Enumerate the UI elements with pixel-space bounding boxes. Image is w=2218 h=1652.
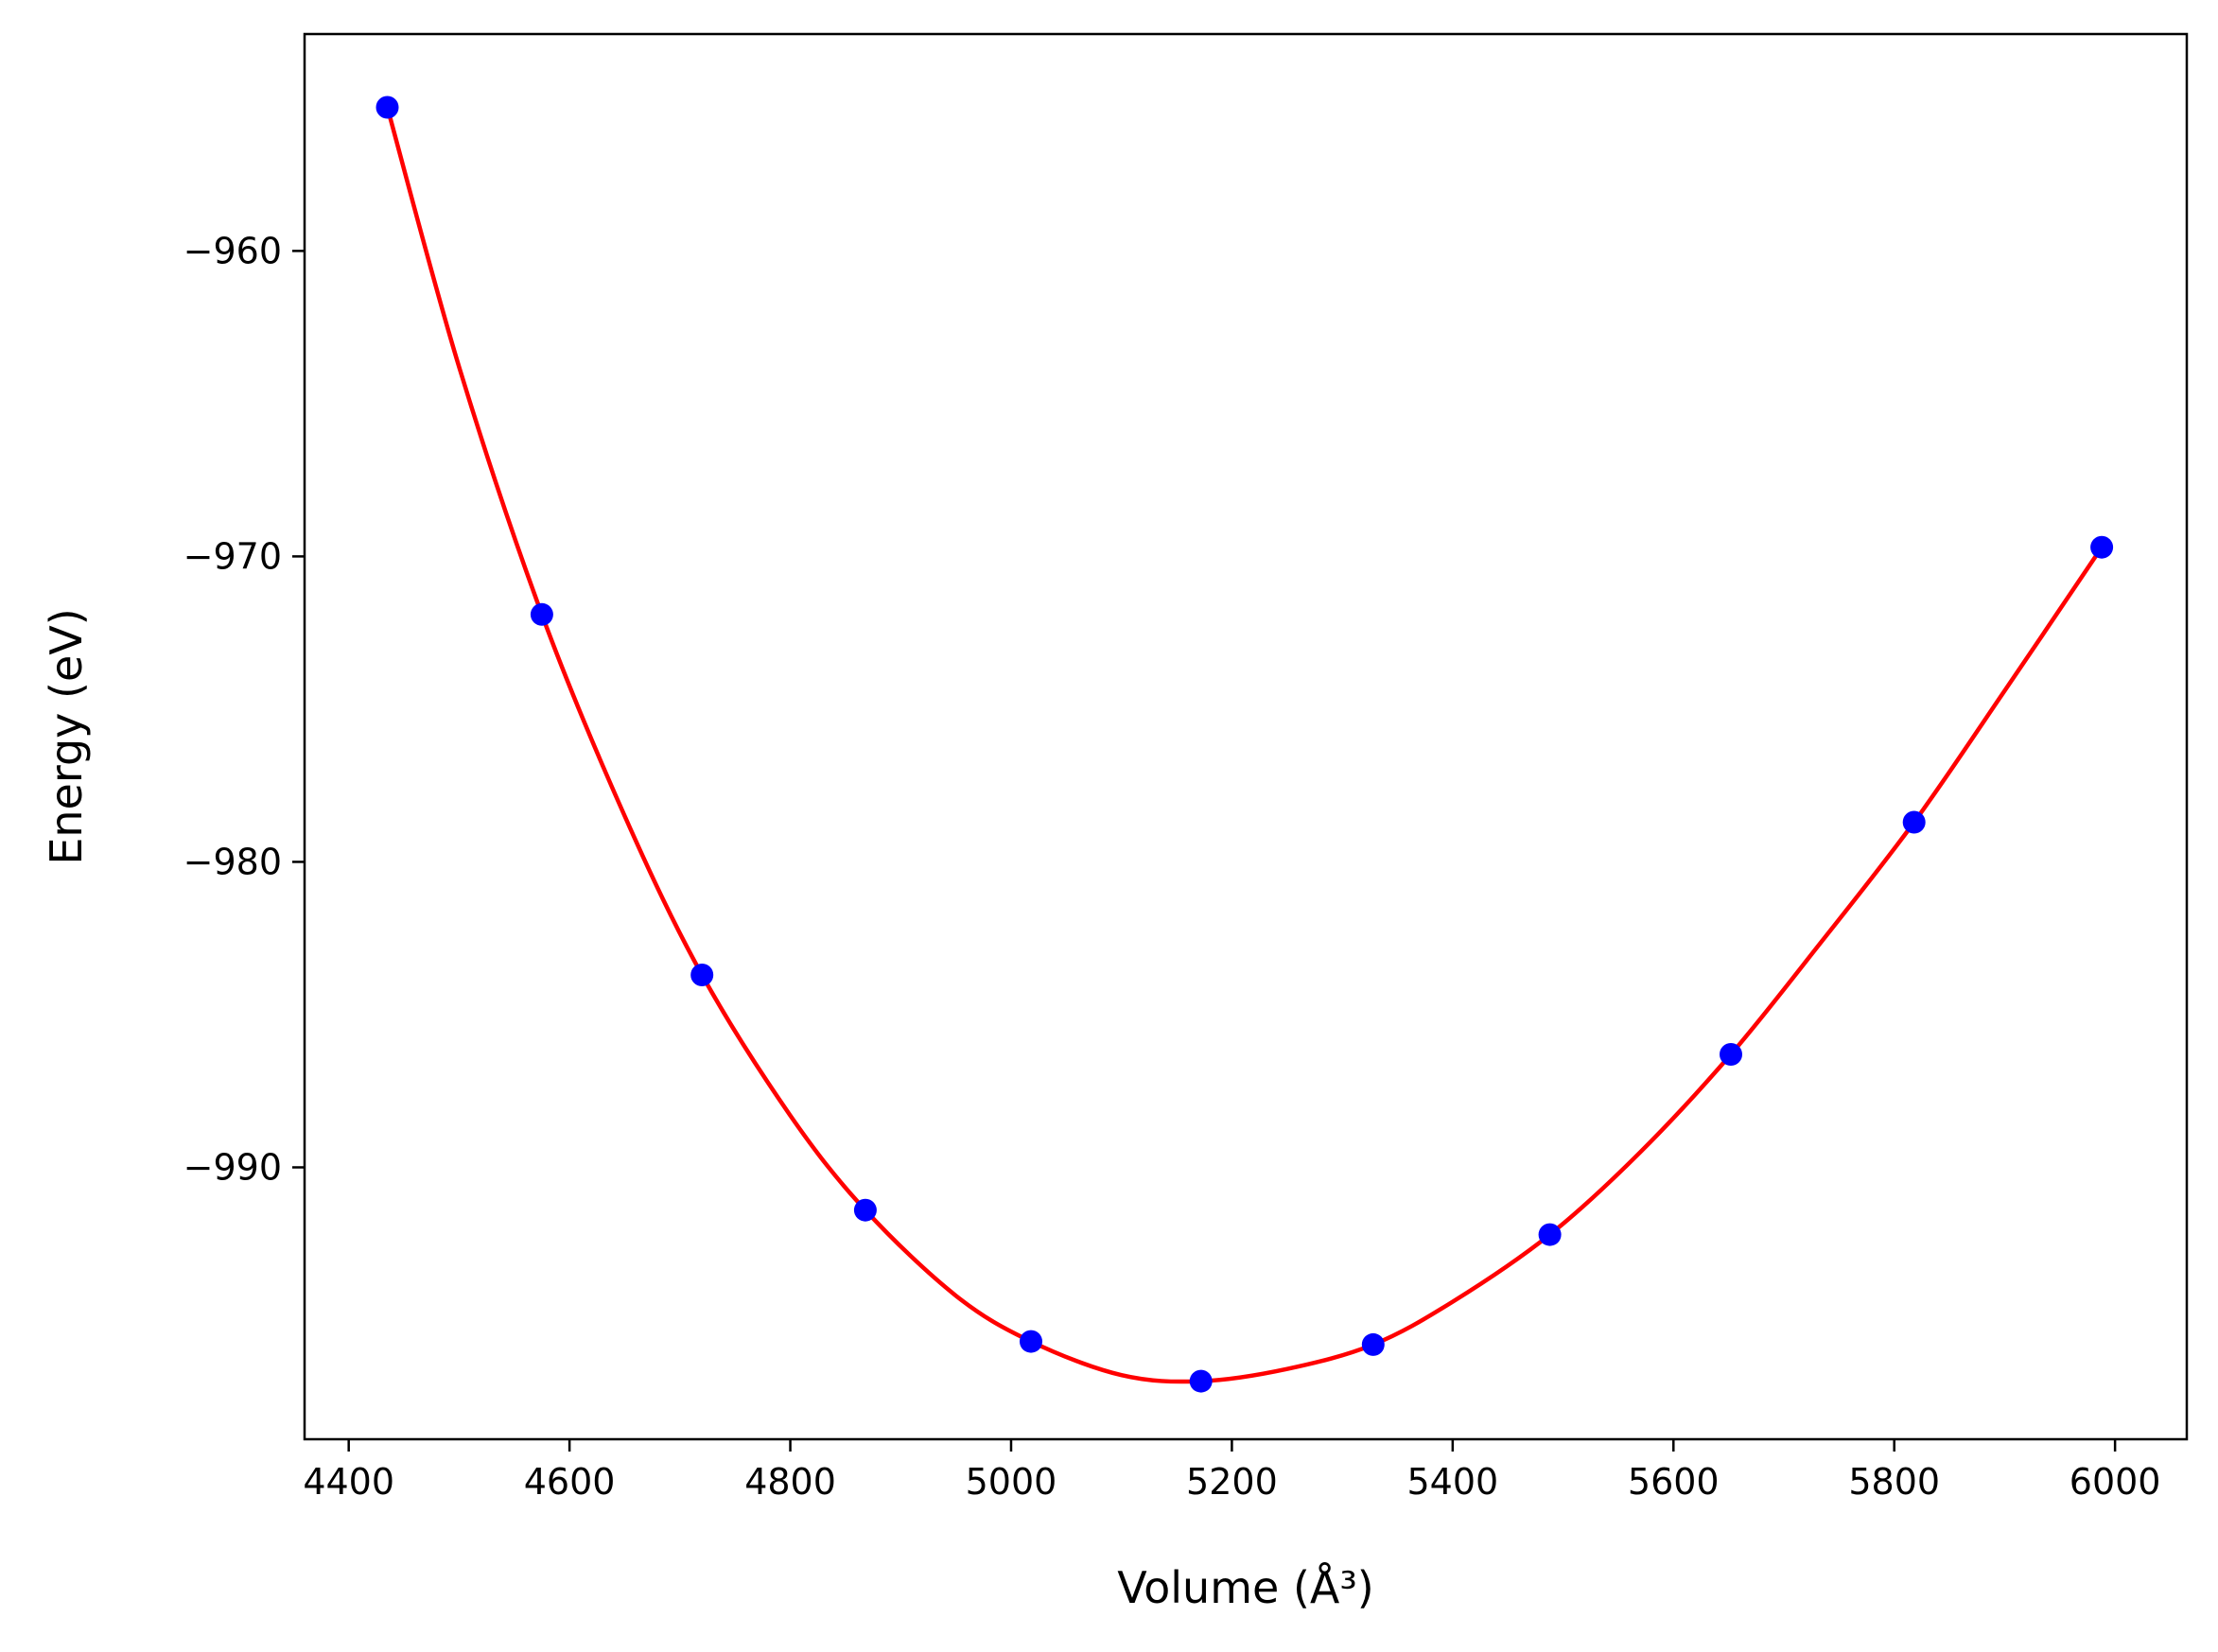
data-point	[375, 96, 399, 119]
data-points-layer	[375, 96, 2114, 1393]
fit-curve-layer	[385, 106, 2104, 1384]
plot-frame	[303, 32, 2189, 1441]
y-tick-label: −980	[183, 841, 282, 882]
data-point	[690, 964, 714, 986]
data-point	[2090, 535, 2114, 559]
y-tick-label: −970	[183, 535, 282, 577]
x-tick-label: 5200	[1186, 1461, 1278, 1503]
y-tick-label: −990	[183, 1146, 282, 1188]
fit-curve-line	[385, 106, 2104, 1384]
data-point	[1361, 1332, 1385, 1356]
data-point	[530, 602, 553, 626]
data-point	[1189, 1369, 1213, 1393]
x-tick-label: 5800	[1848, 1461, 1940, 1503]
y-axis-label: Energy (eV)	[41, 608, 92, 864]
x-axis-label: Volume (Å³)	[1117, 1562, 1374, 1613]
x-tick-label: 5600	[1628, 1461, 1720, 1503]
x-axis-ticks: 4400 4600 4800 5000 5200 5400 5600 5800 6000	[303, 1439, 2160, 1503]
x-tick-label: 5400	[1406, 1461, 1498, 1503]
x-tick-label: 5000	[966, 1461, 1057, 1503]
data-point	[1020, 1330, 1042, 1353]
data-point	[1720, 1043, 1742, 1066]
data-point	[853, 1198, 877, 1222]
x-tick-label: 6000	[2070, 1461, 2161, 1503]
x-tick-label: 4400	[303, 1461, 394, 1503]
data-point	[1538, 1223, 1562, 1246]
x-tick-label: 4600	[524, 1461, 616, 1503]
y-axis-ticks: −960 −970 −980 −990	[183, 230, 305, 1188]
x-tick-label: 4800	[744, 1461, 836, 1503]
y-tick-label: −960	[183, 230, 282, 271]
data-point	[1902, 810, 1926, 834]
